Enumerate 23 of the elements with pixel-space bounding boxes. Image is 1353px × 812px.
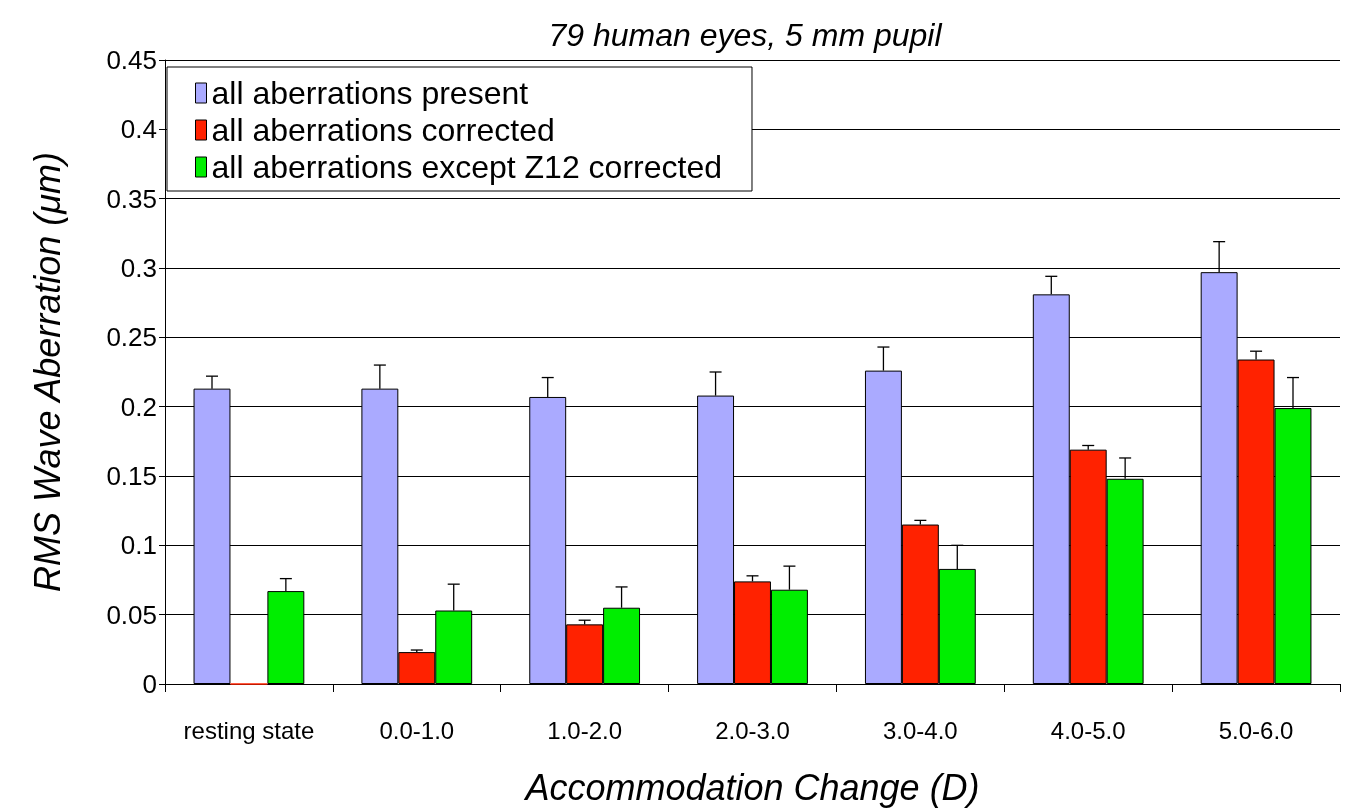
- y-tick-label: 0.35: [106, 183, 157, 214]
- y-tick-label: 0.3: [120, 253, 157, 283]
- x-tick-label: 1.0-2.0: [547, 716, 622, 744]
- x-axis-title: Accommodation Change (D): [523, 766, 980, 808]
- legend-label: all aberrations present: [211, 75, 529, 111]
- x-tick-label: 5.0-6.0: [1218, 716, 1294, 744]
- y-axis-title: RMS Wave Aberration (μm): [26, 152, 68, 592]
- y-tick-label: 0.4: [120, 114, 157, 145]
- y-tick-label: 0.25: [106, 322, 157, 353]
- y-tick-label: 0.05: [106, 599, 157, 630]
- x-tick-label: 0.0-1.0: [379, 716, 455, 744]
- legend-label: all aberrations corrected: [211, 112, 555, 148]
- x-tick-label: 2.0-3.0: [715, 716, 790, 744]
- y-tick-label: 0.15: [106, 461, 157, 491]
- y-tick-label: 0.2: [120, 391, 157, 422]
- x-tick-label: 3.0-4.0: [883, 716, 958, 744]
- x-tick-label: 4.0-5.0: [1050, 716, 1126, 744]
- y-tick-label: 0: [142, 669, 157, 699]
- chart-title: 79 human eyes, 5 mm pupil: [548, 17, 943, 53]
- y-tick-label: 0.1: [120, 530, 157, 561]
- legend-label: all aberrations except Z12 corrected: [211, 149, 722, 185]
- y-tick-label: 0.45: [106, 45, 157, 75]
- x-tick-label: resting state: [183, 716, 315, 744]
